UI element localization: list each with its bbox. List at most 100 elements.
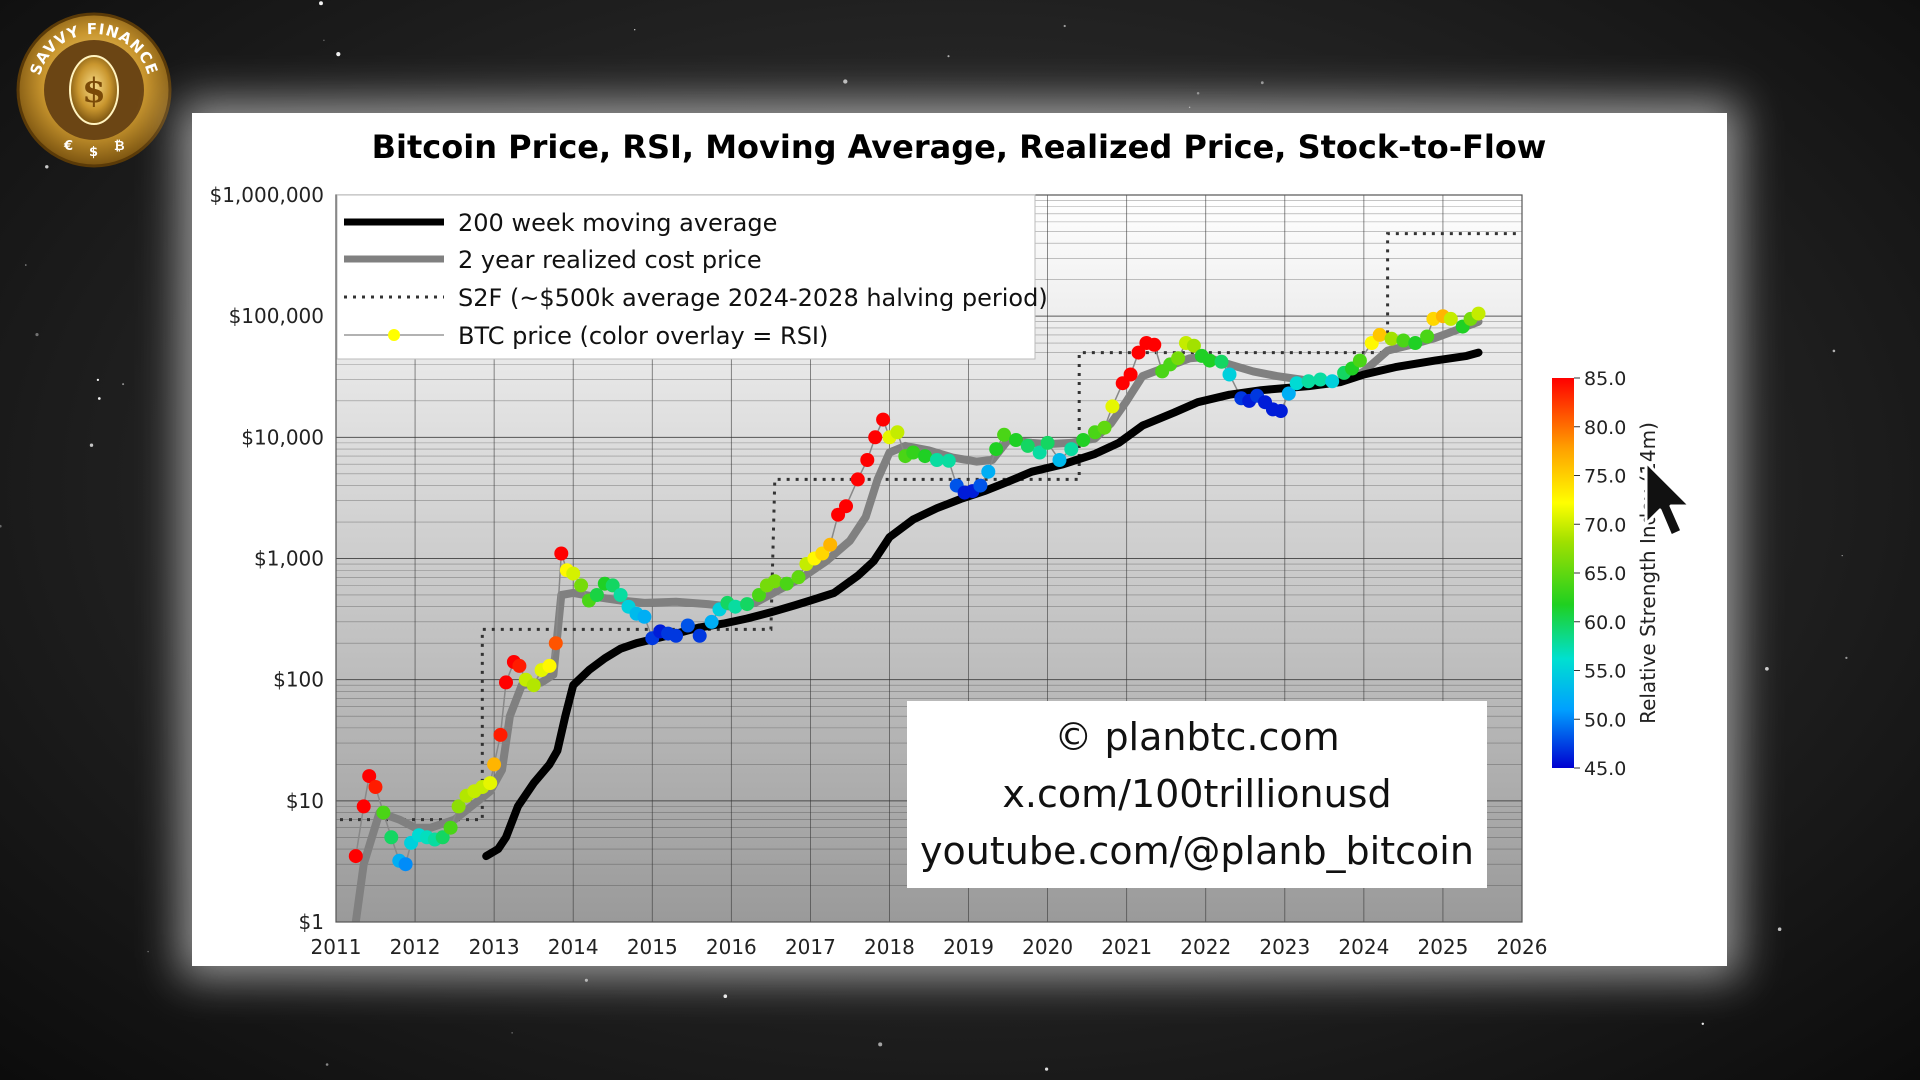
btc-price-point [1186, 338, 1201, 353]
star [723, 994, 728, 999]
chart-title: Bitcoin Price, RSI, Moving Average, Real… [372, 128, 1547, 166]
btc-price-point [860, 453, 875, 467]
annotation-youtube: youtube.com/@planb_bitcoin [920, 829, 1474, 873]
btc-chart: Bitcoin Price, RSI, Moving Average, Real… [209, 128, 1660, 959]
btc-price-point [362, 769, 377, 784]
btc-price-point [605, 578, 620, 593]
x-tick-label: 2020 [1022, 935, 1073, 959]
colorbar-tick-label: 70.0 [1584, 514, 1626, 536]
annotation-site: © planbtc.com [1054, 715, 1339, 759]
btc-price-point [850, 472, 865, 487]
x-tick-label: 2023 [1259, 935, 1310, 959]
btc-price-point [973, 478, 988, 493]
realized-price-line [351, 317, 1483, 922]
colorbar-tick-label: 65.0 [1584, 563, 1626, 585]
star [1260, 81, 1264, 85]
x-tick-label: 2024 [1338, 935, 1389, 959]
btc-price-point [876, 412, 891, 427]
btc-price-point [1408, 336, 1423, 350]
star [1845, 656, 1848, 660]
legend-label-realized: 2 year realized cost price [458, 246, 762, 274]
btc-price-point [791, 570, 806, 585]
btc-price-point [704, 614, 719, 629]
y-axis-ticks: $1 $10 $100 $1,000 $10,000 $100,000 $1,000,000 [209, 183, 324, 934]
star [843, 79, 848, 84]
btc-price-point [1396, 333, 1411, 348]
x-axis-ticks: 2011 2012 2013 2014 2015 2016 2017 2018 2019 2020… [311, 935, 1548, 959]
btc-price-point [1105, 399, 1120, 414]
legend: 200 week moving average 2 year realized … [336, 194, 1048, 360]
x-tick-label: 2012 [390, 935, 441, 959]
btc-price-point [1009, 433, 1023, 447]
logo-dollar-small: $ [89, 145, 98, 160]
star [45, 165, 49, 169]
legend-swatch-price-dot [388, 329, 400, 341]
star [35, 333, 39, 337]
btc-price-point [1147, 337, 1162, 352]
btc-price-point [487, 757, 502, 772]
btc-price-point [443, 820, 458, 835]
btc-price-point [512, 658, 527, 673]
btc-price-point [692, 628, 707, 643]
btc-price-point [767, 574, 782, 589]
star [511, 1032, 513, 1034]
y-tick-label: $100,000 [229, 304, 324, 328]
star [319, 1, 323, 6]
btc-price-point [435, 830, 450, 845]
x-tick-label: 2018 [864, 935, 915, 959]
btc-price-point [728, 599, 743, 614]
y-tick-label: $1 [299, 910, 324, 934]
x-tick-label: 2014 [548, 935, 599, 959]
star [878, 1042, 883, 1047]
rsi-colorbar: 85.080.075.070.065.060.055.050.045.0 Rel… [1552, 368, 1660, 780]
star [147, 950, 149, 953]
series-layer [340, 232, 1522, 922]
btc-price-point [589, 588, 604, 602]
btc-price-point [613, 588, 628, 602]
btc-price-point [740, 597, 755, 612]
star [1196, 92, 1200, 95]
btc-price-point [1064, 442, 1079, 457]
star [325, 1063, 329, 1066]
x-tick-label: 2013 [469, 935, 520, 959]
btc-price-point [929, 453, 944, 467]
btc-price-point [1202, 353, 1217, 368]
annotation-x: x.com/100trillionusd [1002, 772, 1391, 816]
btc-price-point [1032, 445, 1047, 460]
x-tick-label: 2015 [627, 935, 678, 959]
btc-price-point [1313, 372, 1328, 387]
btc-price-point [376, 805, 391, 820]
star [1832, 349, 1836, 353]
x-tick-label: 2011 [311, 935, 362, 959]
legend-label-ma: 200 week moving average [458, 209, 777, 237]
btc-price-point [356, 799, 371, 814]
colorbar-tick-label: 50.0 [1584, 709, 1626, 731]
btc-price-point [1171, 351, 1186, 366]
x-tick-label: 2022 [1180, 935, 1231, 959]
star [323, 39, 325, 42]
btc-price-point [548, 636, 563, 651]
btc-price-point [1301, 374, 1316, 389]
star [89, 443, 94, 447]
x-tick-label: 2021 [1101, 935, 1152, 959]
star [1044, 1067, 1049, 1071]
btc-price-point [1384, 331, 1399, 346]
copyright-box: © planbtc.com x.com/100trillionusd youtu… [907, 701, 1487, 888]
star [336, 52, 341, 57]
colorbar-tick-label: 60.0 [1584, 612, 1626, 634]
btc-price-point [906, 445, 921, 460]
y-tick-label: $10 [286, 789, 324, 813]
legend-label-price: BTC price (color overlay = RSI) [458, 322, 828, 350]
btc-price-point [868, 430, 883, 445]
y-tick-label: $1,000,000 [209, 183, 324, 207]
btc-price-point [890, 425, 905, 440]
btc-price-point [1372, 327, 1387, 342]
btc-price-point [1281, 386, 1296, 401]
legend-label-s2f: S2F (~$500k average 2024-2028 halving pe… [458, 284, 1048, 312]
star [1701, 1022, 1705, 1026]
btc-price-point [669, 628, 683, 643]
btc-price-point [752, 588, 766, 602]
btc-price-point [1352, 353, 1367, 368]
x-tick-label: 2026 [1497, 935, 1548, 959]
btc-price-point [823, 537, 838, 552]
